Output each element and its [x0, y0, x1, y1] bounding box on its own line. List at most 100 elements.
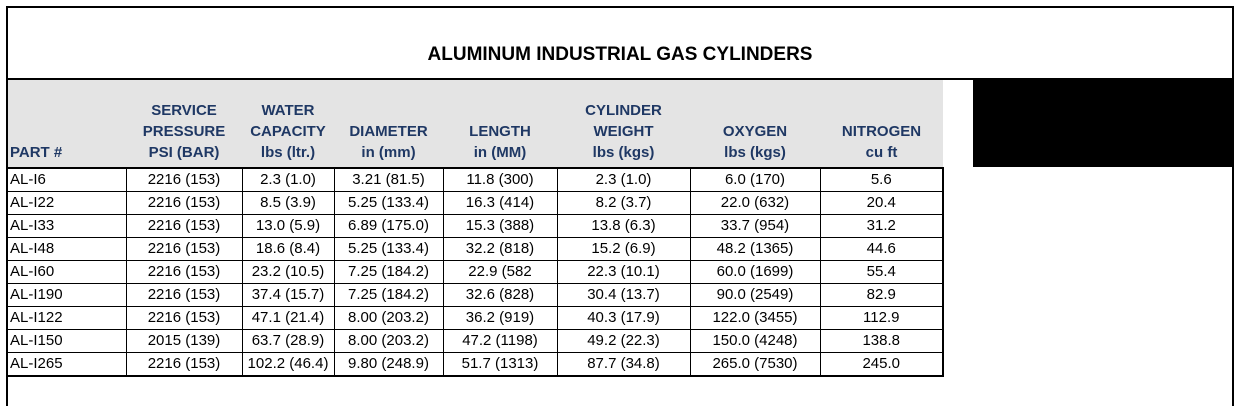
part-number-cell: AL-I48 [8, 237, 127, 261]
table-cell: 20.4 [819, 191, 944, 215]
column-header: NITROGEN cu ft [820, 80, 943, 169]
table-cell: 36.2 (919) [442, 306, 558, 330]
table-cell: 55.4 [819, 260, 944, 284]
header-row: PART # SERVICE PRESSURE PSI (BAR) WATER CAPAC… [8, 80, 943, 169]
table-cell: 22.3 (10.1) [556, 260, 691, 284]
column-header: PART # [8, 80, 126, 169]
column-header: SERVICE PRESSURE PSI (BAR) [126, 80, 242, 169]
table-cell: 49.2 (22.3) [556, 329, 691, 353]
table-cell: 2.3 (1.0) [556, 167, 691, 192]
column-header-line: NITROGEN [841, 123, 922, 140]
column-header-line: OXYGEN [722, 123, 788, 140]
column-header-line: lbs (kgs) [592, 144, 655, 161]
table-row: AL-I190 2216 (153) 37.4 (15.7) 7.25 (184.2)… [8, 283, 944, 307]
table-cell: 112.9 [819, 306, 944, 330]
column-header: LENGTH in (MM) [443, 80, 557, 169]
column-header-line: DIAMETER [349, 123, 428, 140]
table-cell: 2216 (153) [125, 352, 243, 377]
column-header-line: PART # [10, 144, 63, 161]
table-cell: 2216 (153) [125, 214, 243, 238]
table-cell: 44.6 [819, 237, 944, 261]
table-cell: 6.0 (170) [689, 167, 821, 192]
table-cell: 16.3 (414) [442, 191, 558, 215]
table-cell: 8.5 (3.9) [241, 191, 335, 215]
table-cell: 90.0 (2549) [689, 283, 821, 307]
column-header-line: PRESSURE [142, 123, 226, 140]
column-header-line: CYLINDER [585, 102, 662, 119]
table-cell: 7.25 (184.2) [333, 283, 444, 307]
table-cell: 2.3 (1.0) [241, 167, 335, 192]
table-row: AL-I33 2216 (153) 13.0 (5.9) 6.89 (175.0) 15… [8, 214, 944, 238]
table-cell: 265.0 (7530) [689, 352, 821, 377]
table-cell: 13.0 (5.9) [241, 214, 335, 238]
table-cell: 8.00 (203.2) [333, 306, 444, 330]
column-header: CYLINDER WEIGHT lbs (kgs) [557, 80, 690, 169]
column-header-line: LENGTH [469, 123, 531, 140]
table-cell: 32.2 (818) [442, 237, 558, 261]
table-cell: 2216 (153) [125, 283, 243, 307]
table-cell: 18.6 (8.4) [241, 237, 335, 261]
column-header-line: SERVICE [151, 102, 217, 119]
table-cell: 2216 (153) [125, 306, 243, 330]
table-cell: 60.0 (1699) [689, 260, 821, 284]
column-header-line: in (mm) [361, 144, 416, 161]
table-cell: 5.6 [819, 167, 944, 192]
table-title: ALUMINUM INDUSTRIAL GAS CYLINDERS [427, 44, 813, 65]
document-frame [6, 6, 1234, 406]
part-number-cell: AL-I122 [8, 306, 127, 330]
table-cell: 23.2 (10.5) [241, 260, 335, 284]
table-cell: 8.00 (203.2) [333, 329, 444, 353]
table-cell: 22.9 (582 [442, 260, 558, 284]
table-cell: 102.2 (46.4) [241, 352, 335, 377]
table-cell: 47.1 (21.4) [241, 306, 335, 330]
table-cell: 30.4 (13.7) [556, 283, 691, 307]
table-cell: 33.7 (954) [689, 214, 821, 238]
table-cell: 2015 (139) [125, 329, 243, 353]
table-cell: 51.7 (1313) [442, 352, 558, 377]
part-number-cell: AL-I33 [8, 214, 127, 238]
table-cell: 15.2 (6.9) [556, 237, 691, 261]
table-cell: 11.8 (300) [442, 167, 558, 192]
title-row: ALUMINUM INDUSTRIAL GAS CYLINDERS [8, 8, 1232, 80]
cylinder-spec-table: PART # SERVICE PRESSURE PSI (BAR) WATER CAPAC… [8, 80, 944, 377]
table-cell: 31.2 [819, 214, 944, 238]
table-row: AL-I265 2216 (153) 102.2 (46.4) 9.80 (248.9… [8, 352, 944, 377]
column-header-line: lbs (ltr.) [260, 144, 316, 161]
table-cell: 3.21 (81.5) [333, 167, 444, 192]
table-cell: 2216 (153) [125, 167, 243, 192]
table-cell: 122.0 (3455) [689, 306, 821, 330]
table-cell: 37.4 (15.7) [241, 283, 335, 307]
table-cell: 2216 (153) [125, 191, 243, 215]
table-row: AL-I22 2216 (153) 8.5 (3.9) 5.25 (133.4) 16.… [8, 191, 944, 215]
column-header-line: WEIGHT [593, 123, 654, 140]
table-row: AL-I60 2216 (153) 23.2 (10.5) 7.25 (184.2) 2… [8, 260, 944, 284]
part-number-cell: AL-I265 [8, 352, 127, 377]
table-cell: 87.7 (34.8) [556, 352, 691, 377]
table-cell: 5.25 (133.4) [333, 237, 444, 261]
column-header: WATER CAPACITY lbs (ltr.) [242, 80, 334, 169]
table-cell: 8.2 (3.7) [556, 191, 691, 215]
table-row: AL-I150 2015 (139) 63.7 (28.9) 8.00 (203.2)… [8, 329, 944, 353]
table-cell: 6.89 (175.0) [333, 214, 444, 238]
table-row: AL-I122 2216 (153) 47.1 (21.4) 8.00 (203.2)… [8, 306, 944, 330]
column-header-line: cu ft [865, 144, 898, 161]
table-cell: 47.2 (1198) [442, 329, 558, 353]
table-cell: 245.0 [819, 352, 944, 377]
part-number-cell: AL-I6 [8, 167, 127, 192]
table-cell: 13.8 (6.3) [556, 214, 691, 238]
table-row: AL-I48 2216 (153) 18.6 (8.4) 5.25 (133.4) 32… [8, 237, 944, 261]
column-header-line: WATER [261, 102, 315, 119]
column-header: OXYGEN lbs (kgs) [690, 80, 820, 169]
table-cell: 32.6 (828) [442, 283, 558, 307]
table-cell: 5.25 (133.4) [333, 191, 444, 215]
table-cell: 9.80 (248.9) [333, 352, 444, 377]
table-cell: 15.3 (388) [442, 214, 558, 238]
part-number-cell: AL-I22 [8, 191, 127, 215]
table-cell: 2216 (153) [125, 237, 243, 261]
column-header: DIAMETER in (mm) [334, 80, 443, 169]
table-cell: 7.25 (184.2) [333, 260, 444, 284]
table-cell: 2216 (153) [125, 260, 243, 284]
table-cell: 40.3 (17.9) [556, 306, 691, 330]
column-header-line: CAPACITY [250, 123, 326, 140]
table-cell: 63.7 (28.9) [241, 329, 335, 353]
